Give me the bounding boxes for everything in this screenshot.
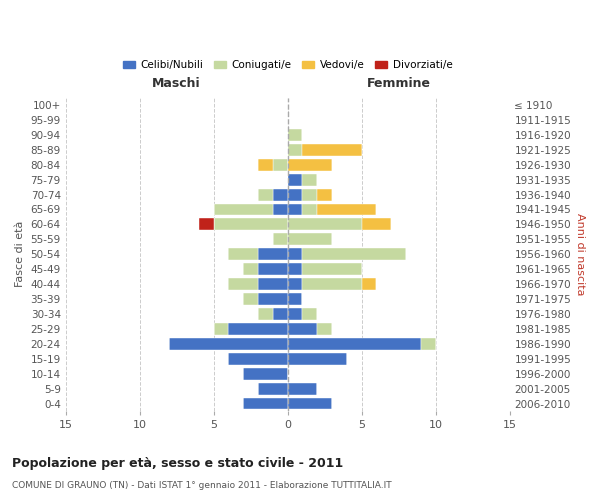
Bar bbox=[302, 278, 362, 290]
Y-axis label: Anni di nascita: Anni di nascita bbox=[575, 213, 585, 296]
Bar bbox=[258, 263, 287, 275]
Bar bbox=[243, 398, 287, 409]
Bar bbox=[229, 353, 287, 364]
Bar bbox=[302, 308, 317, 320]
Bar bbox=[287, 323, 317, 335]
Bar bbox=[287, 248, 302, 260]
Bar bbox=[243, 263, 258, 275]
Bar bbox=[287, 308, 302, 320]
Bar bbox=[229, 278, 258, 290]
Bar bbox=[302, 144, 362, 156]
Bar bbox=[273, 188, 287, 200]
Bar bbox=[287, 174, 302, 186]
Bar bbox=[287, 382, 317, 394]
Bar bbox=[229, 248, 258, 260]
Bar bbox=[287, 218, 362, 230]
Bar bbox=[287, 338, 421, 350]
Bar bbox=[302, 248, 406, 260]
Legend: Celibi/Nubili, Coniugati/e, Vedovi/e, Divorziati/e: Celibi/Nubili, Coniugati/e, Vedovi/e, Di… bbox=[119, 56, 457, 74]
Text: Maschi: Maschi bbox=[152, 77, 201, 90]
Bar bbox=[214, 323, 229, 335]
Text: COMUNE DI GRAUNO (TN) - Dati ISTAT 1° gennaio 2011 - Elaborazione TUTTITALIA.IT: COMUNE DI GRAUNO (TN) - Dati ISTAT 1° ge… bbox=[12, 481, 392, 490]
Bar bbox=[258, 278, 287, 290]
Bar bbox=[317, 323, 332, 335]
Bar bbox=[287, 293, 302, 305]
Bar bbox=[169, 338, 287, 350]
Bar bbox=[258, 248, 287, 260]
Bar bbox=[243, 293, 258, 305]
Bar bbox=[421, 338, 436, 350]
Bar bbox=[287, 129, 302, 141]
Bar bbox=[287, 263, 302, 275]
Bar bbox=[287, 188, 302, 200]
Bar bbox=[287, 144, 302, 156]
Bar bbox=[287, 398, 332, 409]
Bar bbox=[302, 188, 317, 200]
Bar bbox=[317, 204, 376, 216]
Bar bbox=[287, 158, 332, 170]
Bar bbox=[258, 382, 287, 394]
Bar bbox=[258, 188, 273, 200]
Text: Popolazione per età, sesso e stato civile - 2011: Popolazione per età, sesso e stato civil… bbox=[12, 458, 343, 470]
Bar bbox=[317, 188, 332, 200]
Bar bbox=[258, 308, 273, 320]
Bar bbox=[273, 308, 287, 320]
Bar bbox=[362, 278, 376, 290]
Bar bbox=[258, 293, 287, 305]
Bar bbox=[287, 353, 347, 364]
Bar bbox=[243, 368, 287, 380]
Bar bbox=[287, 234, 332, 245]
Bar bbox=[302, 263, 362, 275]
Bar bbox=[199, 218, 214, 230]
Bar bbox=[302, 174, 317, 186]
Text: Femmine: Femmine bbox=[367, 77, 431, 90]
Y-axis label: Fasce di età: Fasce di età bbox=[15, 221, 25, 288]
Bar bbox=[302, 204, 317, 216]
Bar bbox=[258, 158, 273, 170]
Bar bbox=[214, 204, 273, 216]
Bar bbox=[273, 158, 287, 170]
Bar bbox=[362, 218, 391, 230]
Bar bbox=[273, 234, 287, 245]
Bar bbox=[229, 323, 287, 335]
Bar bbox=[287, 204, 302, 216]
Bar bbox=[214, 218, 287, 230]
Bar bbox=[273, 204, 287, 216]
Bar bbox=[287, 278, 302, 290]
